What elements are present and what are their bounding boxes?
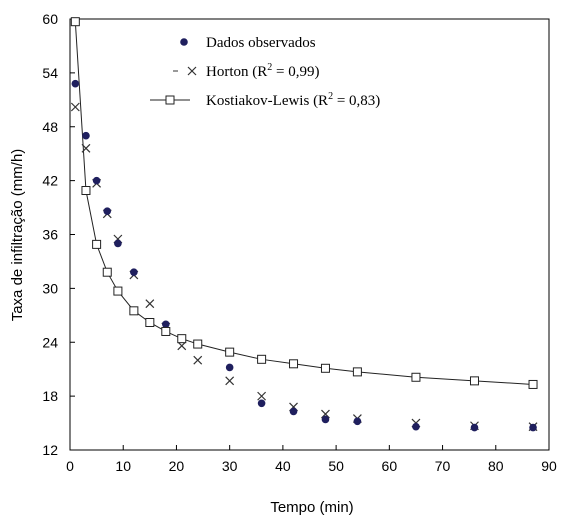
observed-point	[470, 423, 479, 432]
kostiakov-lewis-point	[289, 359, 299, 369]
x-tick-label: 40	[275, 458, 291, 474]
x-tick-label: 10	[115, 458, 131, 474]
x-axis: 0 10 20 30 40 50 60 70 80 90	[66, 445, 557, 474]
kostiakov-lewis-point	[352, 367, 362, 377]
legend-kl-marker	[165, 95, 175, 105]
x-tick-label: 20	[169, 458, 185, 474]
horton-point	[225, 376, 235, 386]
x-tick-label: 30	[222, 458, 238, 474]
y-axis-title: Taxa de infiltração (mm/h)	[9, 149, 26, 322]
observed-point	[225, 363, 234, 372]
observed-point	[71, 79, 80, 88]
kostiakov-lewis-point	[528, 379, 538, 389]
legend: Dados observados Horton (R2 = 0,99) Kostia…	[150, 35, 380, 109]
observed-point	[353, 417, 362, 426]
x-tick-label: 80	[488, 458, 504, 474]
legend-label: Horton (R2 = 0,99)	[206, 62, 319, 80]
kostiakov-lewis-point	[70, 17, 80, 27]
observed-point	[92, 176, 101, 185]
observed-point	[114, 239, 122, 248]
kostiakov-lewis-point	[145, 317, 155, 327]
kostiakov-lewis-point	[92, 239, 102, 249]
horton-series	[70, 102, 538, 432]
kostiakov-lewis-point	[81, 186, 91, 196]
horton-point	[70, 102, 80, 112]
kostiakov-lewis-point	[257, 354, 267, 364]
y-tick-label: 12	[42, 442, 58, 458]
observed-point	[289, 407, 298, 416]
legend-horton-marker	[187, 66, 197, 76]
y-tick-label: 18	[42, 388, 58, 404]
observed-point	[130, 268, 138, 277]
legend-label: Kostiakov-Lewis (R2 = 0,83)	[206, 91, 380, 109]
observed-point	[412, 422, 420, 431]
kostiakov-lewis-point	[177, 334, 187, 344]
kostiakov-lewis-point	[469, 376, 479, 386]
horton-point	[177, 341, 187, 351]
y-tick-label: 36	[42, 227, 58, 243]
kostiakov-lewis-point	[113, 286, 123, 296]
observed-point	[162, 320, 170, 329]
horton-point	[193, 355, 203, 365]
horton-point	[257, 391, 267, 401]
kostiakov-lewis-point	[411, 372, 421, 382]
horton-point	[81, 143, 91, 153]
y-tick-label: 54	[42, 65, 58, 81]
observed-series	[71, 79, 537, 432]
observed-point	[321, 415, 330, 424]
y-tick-label: 48	[42, 119, 58, 135]
kostiakov-lewis-point	[193, 339, 203, 349]
kostiakov-lewis-line	[74, 21, 534, 385]
y-tick-label: 24	[42, 334, 58, 350]
x-tick-label: 0	[66, 458, 74, 474]
y-tick-label: 42	[42, 173, 58, 189]
observed-point	[257, 399, 266, 408]
x-tick-label: 70	[435, 458, 451, 474]
y-axis: 12 18 24 30 36 42 48 54 60	[42, 11, 75, 458]
y-tick-label: 30	[42, 280, 58, 296]
observed-point	[103, 207, 112, 215]
legend-observed-marker	[180, 38, 188, 46]
kostiakov-lewis-markers	[70, 17, 538, 389]
kostiakov-lewis-series	[74, 21, 534, 385]
horton-point	[321, 409, 330, 419]
legend-label: Dados observados	[206, 35, 316, 51]
kostiakov-lewis-point	[225, 347, 235, 357]
kostiakov-lewis-point	[320, 363, 330, 373]
x-axis-title: Tempo (min)	[270, 499, 353, 516]
kostiakov-lewis-point	[161, 326, 171, 336]
observed-point	[529, 423, 537, 432]
horton-point	[145, 299, 155, 309]
x-tick-label: 90	[541, 458, 557, 474]
x-tick-label: 60	[382, 458, 398, 474]
kostiakov-lewis-point	[129, 306, 139, 316]
y-tick-label: 60	[42, 11, 58, 27]
kostiakov-lewis-point	[102, 267, 112, 277]
observed-point	[82, 131, 90, 140]
x-tick-label: 50	[328, 458, 344, 474]
